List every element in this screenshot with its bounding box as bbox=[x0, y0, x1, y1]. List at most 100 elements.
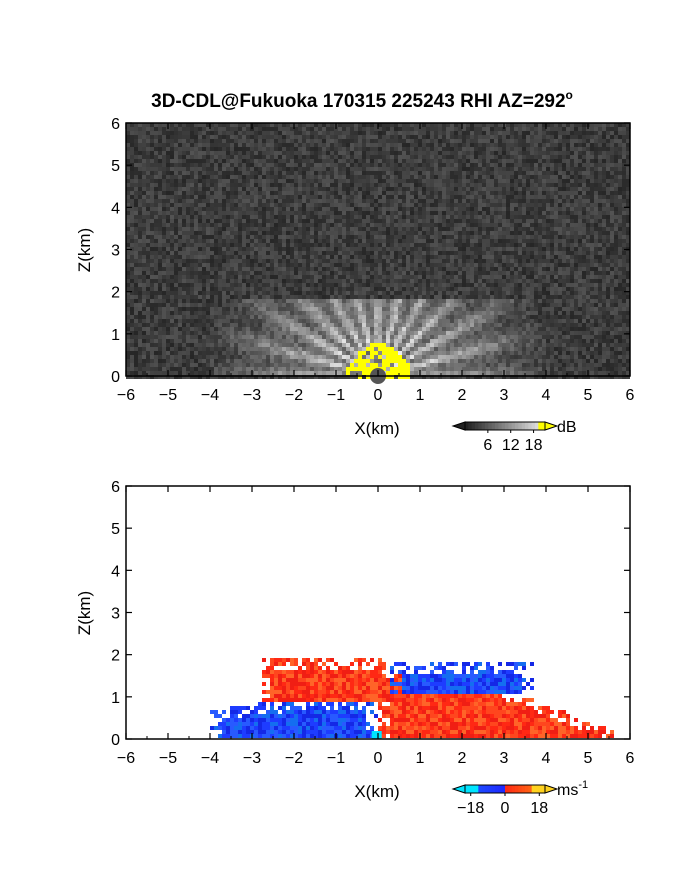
reflectivity-cell bbox=[542, 187, 546, 191]
reflectivity-cell bbox=[598, 195, 602, 199]
reflectivity-cell bbox=[514, 231, 518, 235]
reflectivity-cell bbox=[434, 179, 438, 183]
reflectivity-cell bbox=[622, 259, 626, 263]
reflectivity-cell bbox=[338, 151, 342, 155]
reflectivity-cell bbox=[306, 187, 310, 191]
reflectivity-cell bbox=[470, 167, 474, 171]
reflectivity-cell bbox=[294, 139, 298, 143]
reflectivity-cell bbox=[482, 187, 486, 191]
reflectivity-cell bbox=[454, 263, 458, 267]
reflectivity-cell bbox=[234, 155, 238, 159]
reflectivity-cell bbox=[422, 235, 426, 239]
reflectivity-cell bbox=[418, 167, 422, 171]
reflectivity-cell bbox=[342, 231, 346, 235]
reflectivity-cell bbox=[314, 203, 318, 207]
reflectivity-cell bbox=[430, 211, 434, 215]
reflectivity-cell bbox=[154, 183, 158, 187]
reflectivity-cell bbox=[186, 187, 190, 191]
reflectivity-cell bbox=[282, 219, 286, 223]
reflectivity-cell bbox=[306, 239, 310, 243]
reflectivity-cell bbox=[518, 123, 522, 127]
reflectivity-cell bbox=[198, 243, 202, 247]
reflectivity-cell bbox=[298, 187, 302, 191]
reflectivity-cell bbox=[358, 251, 362, 255]
reflectivity-cell bbox=[594, 267, 598, 271]
reflectivity-cell bbox=[590, 235, 594, 239]
reflectivity-cell bbox=[318, 199, 322, 203]
reflectivity-cell bbox=[382, 207, 386, 211]
reflectivity-cell bbox=[414, 155, 418, 159]
reflectivity-cell bbox=[170, 143, 174, 147]
reflectivity-cell bbox=[562, 175, 566, 179]
reflectivity-cell bbox=[130, 123, 134, 127]
reflectivity-cell bbox=[166, 163, 170, 167]
reflectivity-cell bbox=[186, 147, 190, 151]
reflectivity-cell bbox=[578, 275, 582, 279]
reflectivity-cell bbox=[578, 123, 582, 127]
reflectivity-cell bbox=[238, 179, 242, 183]
reflectivity-cell bbox=[462, 239, 466, 243]
reflectivity-cell bbox=[498, 127, 502, 131]
reflectivity-cell bbox=[158, 227, 162, 231]
reflectivity-cell bbox=[426, 219, 430, 223]
reflectivity-cell bbox=[214, 187, 218, 191]
reflectivity-cell bbox=[614, 167, 618, 171]
reflectivity-cell bbox=[554, 143, 558, 147]
reflectivity-cell bbox=[218, 131, 222, 135]
reflectivity-cell bbox=[558, 243, 562, 247]
reflectivity-cell bbox=[494, 271, 498, 275]
reflectivity-cell bbox=[518, 231, 522, 235]
reflectivity-cell bbox=[334, 275, 338, 279]
reflectivity-cell bbox=[430, 247, 434, 251]
reflectivity-cell bbox=[570, 263, 574, 267]
reflectivity-cell bbox=[370, 135, 374, 139]
reflectivity-cell bbox=[454, 187, 458, 191]
reflectivity-cell bbox=[518, 215, 522, 219]
reflectivity-cell bbox=[278, 211, 282, 215]
reflectivity-cell bbox=[238, 159, 242, 163]
reflectivity-cell bbox=[362, 227, 366, 231]
reflectivity-cell bbox=[342, 251, 346, 255]
reflectivity-cell bbox=[162, 251, 166, 255]
reflectivity-cell bbox=[342, 203, 346, 207]
reflectivity-cell bbox=[142, 275, 146, 279]
reflectivity-cell bbox=[626, 143, 630, 147]
reflectivity-cell bbox=[442, 251, 446, 255]
reflectivity-cell bbox=[570, 271, 574, 275]
reflectivity-cell bbox=[206, 135, 210, 139]
reflectivity-cell bbox=[430, 231, 434, 235]
reflectivity-cell bbox=[202, 255, 206, 259]
reflectivity-cell bbox=[478, 227, 482, 231]
reflectivity-cell bbox=[606, 239, 610, 243]
reflectivity-cell bbox=[614, 263, 618, 267]
reflectivity-cell bbox=[610, 259, 614, 263]
reflectivity-cell bbox=[486, 147, 490, 151]
reflectivity-cell bbox=[270, 215, 274, 219]
reflectivity-cell bbox=[222, 259, 226, 263]
reflectivity-cell bbox=[138, 195, 142, 199]
reflectivity-cell bbox=[594, 183, 598, 187]
reflectivity-cell bbox=[170, 267, 174, 271]
reflectivity-cell bbox=[146, 199, 150, 203]
reflectivity-cell bbox=[406, 207, 410, 211]
reflectivity-cell bbox=[254, 139, 258, 143]
reflectivity-cell bbox=[534, 239, 538, 243]
reflectivity-cell bbox=[550, 163, 554, 167]
reflectivity-cell bbox=[190, 259, 194, 263]
reflectivity-cell bbox=[462, 243, 466, 247]
reflectivity-cell bbox=[190, 243, 194, 247]
reflectivity-cell bbox=[222, 275, 226, 279]
reflectivity-cell bbox=[442, 135, 446, 139]
reflectivity-cell bbox=[130, 187, 134, 191]
reflectivity-cell bbox=[514, 179, 518, 183]
reflectivity-cell bbox=[546, 163, 550, 167]
reflectivity-cell bbox=[282, 143, 286, 147]
reflectivity-cell bbox=[462, 271, 466, 275]
reflectivity-cell bbox=[494, 175, 498, 179]
reflectivity-cell bbox=[550, 167, 554, 171]
reflectivity-cell bbox=[362, 247, 366, 251]
reflectivity-cell bbox=[430, 163, 434, 167]
reflectivity-cell bbox=[306, 211, 310, 215]
reflectivity-cell bbox=[614, 235, 618, 239]
reflectivity-cell bbox=[298, 131, 302, 135]
